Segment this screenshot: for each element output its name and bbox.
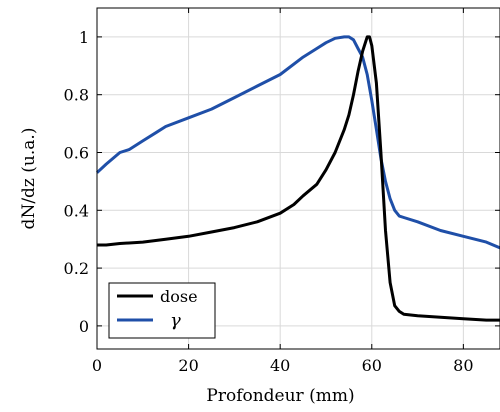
legend-box <box>108 282 216 339</box>
y-tick-label: 0.2 <box>64 259 89 278</box>
x-tick-label: 80 <box>453 356 473 375</box>
series-line-gamma <box>95 35 500 250</box>
series-line-dose <box>97 35 500 322</box>
x-tick-label: 60 <box>362 356 382 375</box>
x-tick-label: 20 <box>178 356 198 375</box>
ticks: 0 20 40 60 80 0 0.2 0.4 0.6 0.8 1 <box>64 8 500 375</box>
y-tick-label: 0 <box>79 317 89 336</box>
x-tick-label: 0 <box>92 356 102 375</box>
y-tick-label: 1 <box>79 28 89 47</box>
plot-frame <box>96 7 500 350</box>
series-layer <box>95 35 500 322</box>
legend-label-dose: dose <box>160 287 198 306</box>
y-tick-label: 0.6 <box>64 143 89 162</box>
y-tick-label: 0.4 <box>64 201 89 220</box>
x-tick-label: 40 <box>270 356 290 375</box>
y-tick-label: 0.8 <box>64 86 89 105</box>
y-axis-title: dN/dz (u.a.) <box>19 128 39 230</box>
x-axis-title: Profondeur (mm) <box>206 386 354 406</box>
legend-label-gamma: γ <box>170 310 181 331</box>
legend: dose γ <box>108 282 216 339</box>
